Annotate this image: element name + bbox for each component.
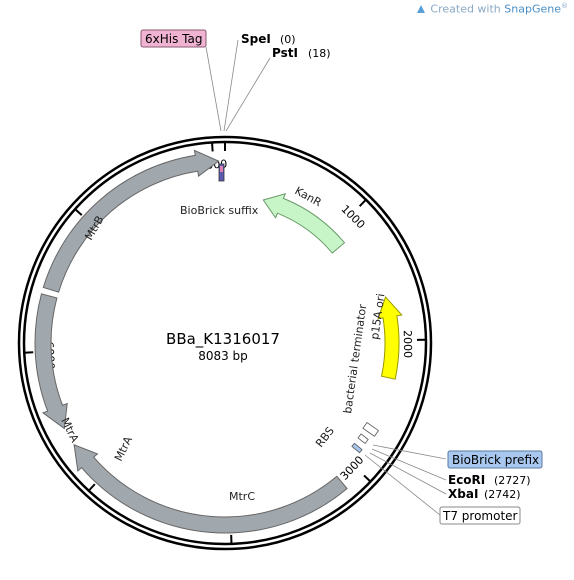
tick-mark [74,208,83,216]
site-ecori-name: EcoRI [448,473,485,487]
rbs-label: RBS [313,425,337,450]
mtra-small-label: MtrA [112,434,135,463]
rbs-block [357,433,369,445]
feature-arrows [34,149,403,534]
tick-mark [363,474,372,483]
t7-promoter-box[interactable]: T7 promoter [439,506,521,525]
leader-lines [205,39,447,516]
tick-mark [87,483,96,492]
watermark-prefix: Created with [430,2,501,16]
tick-label: 2000 [401,330,414,358]
t7-promoter-text: T7 promoter [442,509,518,523]
site-xbai-pos: (2742) [484,488,521,501]
mtrc-label: MtrC [229,490,255,503]
site-ecori-pos: (2727) [494,474,531,487]
biobrick-prefix-box[interactable]: BioBrick prefix [447,450,543,469]
terminator-block [362,421,380,437]
biobrick-suffix-label: BioBrick suffix [180,204,259,217]
backbone-outer-ring [17,135,433,551]
site-xbai-name: XbaI [448,487,478,501]
biobrick-prefix-text: BioBrick prefix [452,453,539,467]
mtrb-arrow[interactable] [42,149,220,293]
bacterial-terminator-label: bacterial terminator [341,303,369,414]
tick-mark [358,199,367,207]
watermark-mark: ® [561,2,568,10]
plasmid-length: 8083 bp [198,349,248,363]
tick-label: 3000 [338,453,367,482]
tick-label: 1000 [338,202,367,231]
site-psti-name: PstI [272,46,298,60]
mtra-arrow[interactable] [34,293,68,430]
site-psti[interactable]: PstI (18) [272,46,331,60]
snapgene-watermark: Created with SnapGene® [416,2,568,16]
mtra-label: MtrA [58,416,81,445]
site-spei[interactable]: SpeI (0) [241,32,296,46]
his-tag-box[interactable]: 6xHis Tag [140,29,207,48]
site-spei-pos: (0) [280,33,296,46]
site-psti-pos: (18) [308,47,331,60]
plasmid-name: BBa_K1316017 [166,330,280,349]
prefix-block [351,442,363,454]
p15a-ori-label: p15A ori [368,293,387,341]
site-ecori[interactable]: EcoRI (2727) [448,473,531,487]
site-xbai[interactable]: XbaI (2742) [448,487,521,501]
kanr-arrow[interactable] [262,192,346,254]
p15a-ori-arrow[interactable] [377,296,403,380]
site-spei-name: SpeI [241,32,271,46]
biobrick-suffix-block [218,163,225,182]
watermark-brand: SnapGene [504,2,561,16]
tick-mark [211,142,214,152]
his-tag-block [220,166,223,172]
his-tag-text: 6xHis Tag [145,32,202,46]
mtrc-arrow[interactable] [73,443,348,534]
snapgene-logo-icon [417,4,426,13]
